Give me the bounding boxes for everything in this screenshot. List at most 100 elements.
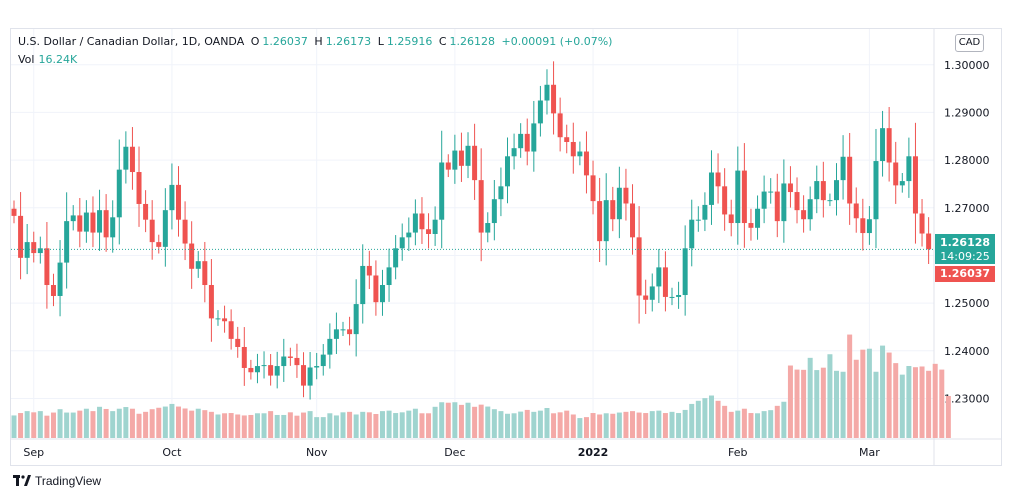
candle-body — [241, 346, 247, 368]
volume-bar — [294, 415, 300, 438]
volume-bar — [741, 408, 747, 438]
volume-bar — [899, 374, 905, 438]
volume-bar — [866, 348, 872, 438]
y-tick-label: 1.29000 — [944, 106, 990, 119]
candle-body — [37, 248, 43, 254]
currency-button[interactable]: CAD — [955, 34, 984, 52]
volume-bar — [794, 369, 800, 438]
x-tick-label: 2022 — [578, 446, 609, 459]
open-value: 1.26037 — [262, 35, 308, 48]
candle-body — [123, 146, 129, 170]
volume-bar — [268, 411, 274, 438]
candle-body — [103, 210, 109, 238]
candle-body — [294, 357, 300, 366]
candle-body — [31, 242, 37, 254]
volume-bar — [373, 414, 379, 438]
candle-body — [97, 210, 103, 233]
volume-bar — [189, 410, 195, 438]
candle-body — [162, 210, 168, 247]
candle-body — [590, 175, 596, 202]
symbol-title: U.S. Dollar / Canadian Dollar, 1D, OANDA — [18, 35, 245, 48]
candle-body — [18, 215, 24, 258]
candle-body — [656, 267, 662, 287]
volume-bar — [551, 413, 557, 438]
candle-body — [669, 296, 675, 298]
candle-body — [195, 261, 201, 269]
candle-body — [149, 219, 155, 243]
candle-body — [491, 199, 497, 224]
volume-bar — [228, 413, 234, 438]
candle-body — [708, 172, 714, 205]
volume-bar — [906, 366, 912, 438]
candlestick-chart[interactable]: 1.300001.290001.280001.270001.260001.250… — [11, 29, 1001, 465]
volume-bar — [465, 402, 471, 438]
volume-bar — [912, 367, 918, 438]
candle-body — [741, 170, 747, 224]
candle-body — [465, 145, 471, 166]
volume-bar — [11, 415, 17, 438]
candle-body — [610, 200, 616, 220]
volume-bar — [176, 406, 181, 438]
x-tick-label: Dec — [444, 446, 465, 459]
volume-bar — [287, 412, 293, 438]
candle-body — [353, 304, 359, 335]
volume-bar — [511, 413, 517, 438]
candle-body — [176, 184, 181, 220]
candle-body — [143, 203, 149, 220]
volume-bar — [524, 409, 530, 438]
candle-body — [458, 150, 464, 166]
volume-bar — [432, 406, 438, 438]
volume-bar — [386, 410, 392, 438]
volume-bar — [248, 414, 254, 438]
candle-body — [728, 214, 734, 224]
candle-body — [893, 162, 899, 186]
candle-body — [761, 191, 767, 209]
volume-bar — [445, 402, 451, 438]
volume-bar — [518, 411, 524, 438]
x-tick-label: Nov — [306, 446, 328, 459]
volume-bar — [353, 414, 359, 438]
candle-body — [748, 223, 754, 228]
volume-bar — [360, 411, 366, 438]
candle-body — [630, 203, 636, 238]
y-tick-label: 1.24000 — [944, 345, 990, 358]
candle-body — [886, 128, 892, 163]
volume-bar — [755, 413, 761, 438]
volume-bar — [103, 408, 109, 438]
volume-bar — [807, 357, 813, 438]
candle-body — [208, 285, 214, 319]
candle-body — [327, 338, 333, 355]
candle-body — [439, 162, 445, 220]
volume-bar — [485, 406, 491, 438]
volume-bar — [301, 412, 307, 438]
candle-body — [50, 285, 56, 296]
volume-bar — [314, 417, 320, 438]
volume-bar — [90, 411, 96, 438]
candle-body — [419, 213, 425, 230]
candle-body — [307, 367, 313, 386]
volume-bar — [926, 370, 932, 438]
candle-body — [281, 356, 287, 367]
volume-bar — [728, 411, 734, 438]
countdown-label: 14:09:25 — [940, 250, 990, 263]
volume-bar — [505, 413, 510, 438]
candle-body — [505, 156, 510, 187]
candle-body — [722, 186, 728, 215]
y-tick-label: 1.30000 — [944, 59, 990, 72]
volume-bar — [669, 411, 675, 438]
volume-bar — [439, 402, 445, 438]
high-label: H — [314, 35, 323, 48]
candle-body — [314, 366, 320, 368]
volume-bar — [136, 413, 142, 438]
candle-body — [11, 208, 17, 216]
volume-bar — [149, 409, 155, 438]
volume-bar — [708, 395, 714, 438]
candle-body — [136, 172, 142, 204]
candle-body — [649, 286, 655, 300]
volume-bar — [169, 403, 175, 438]
candle-body — [524, 133, 530, 152]
candle-body — [847, 156, 853, 204]
candle-body — [702, 204, 708, 220]
volume-bar — [64, 412, 70, 438]
tradingview-logo[interactable]: TradingView — [13, 474, 101, 488]
